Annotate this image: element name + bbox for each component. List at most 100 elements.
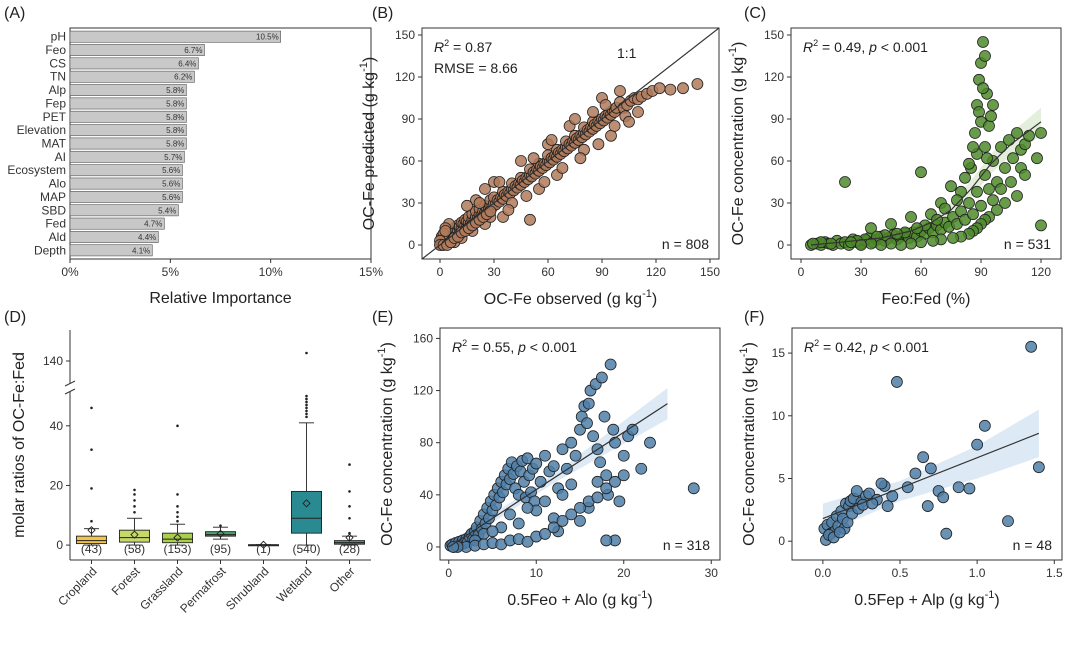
data-point: [995, 141, 1007, 153]
category-label: Depth: [34, 243, 66, 257]
confidence-band: [448, 387, 668, 551]
data-point: [605, 129, 617, 142]
data-point: [614, 85, 626, 97]
data-point: [556, 514, 569, 527]
bar-tn: [69, 70, 195, 83]
data-point: [547, 521, 560, 534]
data-point: [881, 500, 894, 512]
data-point: [524, 213, 536, 226]
y-tick-label: 0: [426, 540, 433, 554]
data-point: [833, 526, 846, 539]
bar-elevation: [69, 124, 187, 137]
data-point: [545, 134, 558, 146]
category-label: Forest: [109, 564, 143, 598]
data-point: [691, 78, 704, 90]
plot-area-b: [422, 28, 719, 259]
box-iqr: [75, 535, 107, 545]
mean-marker: [302, 499, 311, 508]
outlier-point: [348, 531, 351, 535]
p-value: < 0.001: [526, 339, 577, 355]
bar-ald: [69, 231, 159, 243]
data-point: [574, 152, 587, 165]
mean-marker: [173, 533, 182, 542]
y-tick-label: 90: [771, 112, 785, 126]
bar-value-label: 10.5%: [256, 33, 279, 42]
outlier-point: [133, 499, 136, 502]
data-point: [1035, 127, 1047, 139]
plot-frame-e: [439, 327, 721, 561]
x-label-exp: -1: [642, 288, 652, 300]
bar-depth: [69, 244, 153, 257]
x-label-close: ): [647, 592, 652, 609]
bar-value-label: 5.7%: [164, 153, 182, 162]
x-tick-label: 15%: [359, 265, 383, 279]
box-forest: (58) Forest: [109, 488, 150, 598]
data-point: [547, 460, 560, 473]
y-label-close: ): [379, 342, 396, 347]
outlier-point: [305, 415, 308, 419]
box-other: (28) Other: [326, 463, 366, 595]
plot-frame-b: [421, 27, 720, 260]
category-label: Ald: [49, 230, 66, 244]
box-iqr: [291, 490, 323, 534]
data-point: [600, 469, 613, 482]
y-axis-label: OC-Fe concentration (g kg-1): [727, 42, 747, 246]
data-point: [447, 541, 460, 553]
y-tick-label: 90: [402, 112, 416, 126]
r2-value: = 0.49,: [818, 39, 869, 55]
outlier-point: [305, 397, 308, 401]
y-label-text: OC-Fe concentration (g kg: [379, 357, 396, 546]
y-label-text: OC-Fe concentration (g kg: [741, 357, 758, 546]
r2-value: = 0.87: [449, 39, 492, 55]
x-axis-label: Feo:Fed (%): [882, 291, 971, 308]
x-tick-label: 90: [595, 265, 609, 279]
outlier-point: [176, 510, 179, 514]
data-point: [1002, 515, 1014, 528]
panel-label-f: (F): [744, 309, 764, 326]
data-point: [539, 449, 551, 462]
category-label: MAP: [40, 190, 66, 204]
y-tick-label: 120: [764, 70, 784, 84]
fit-line: [448, 403, 668, 548]
panel-b: (B) 0 30 60 90 120 150 0 30 60 90 120 150 OC-Fe obser…: [358, 5, 720, 308]
outlier-point: [348, 505, 351, 508]
identity-line: [422, 28, 719, 259]
data-point: [461, 199, 473, 212]
x-tick-label: 60: [914, 265, 928, 279]
axis-break-mark: [64, 388, 76, 395]
data-point: [963, 482, 976, 495]
data-point: [839, 176, 851, 188]
x-tick-label: 30: [854, 265, 868, 279]
data-point: [855, 239, 867, 251]
category-label: Cropland: [55, 564, 99, 608]
outlier-point: [90, 519, 93, 523]
category-label: MAT: [42, 137, 67, 151]
outlier-point: [90, 406, 93, 410]
category-label: Elevation: [17, 123, 66, 137]
data-point: [530, 457, 543, 470]
r2-annotation: R2 = 0.49, p < 0.001: [803, 38, 928, 55]
x-label-text: OC-Fe observed (g kg: [484, 291, 642, 308]
plot-frame-c: [790, 27, 1062, 260]
data-point: [609, 436, 621, 449]
data-point: [473, 197, 486, 209]
axis-break-mark: [64, 380, 76, 387]
data-point: [600, 482, 613, 495]
data-point: [604, 358, 617, 371]
data-point: [987, 194, 999, 207]
p-value: < 0.001: [878, 339, 929, 355]
data-point: [1005, 176, 1017, 188]
data-point: [486, 525, 499, 538]
x-tick-label: 5%: [162, 265, 180, 279]
data-point: [927, 234, 939, 247]
category-label: Fep: [45, 96, 66, 110]
panel-label-a: (A): [4, 5, 25, 22]
p-symbol: p: [868, 39, 877, 55]
outlier-point: [133, 510, 136, 514]
r2-annotation: R2 = 0.42, p < 0.001: [804, 338, 929, 355]
x-label-exp: -1: [638, 589, 648, 601]
data-point: [979, 169, 991, 181]
x-tick-label: 0: [445, 566, 452, 580]
